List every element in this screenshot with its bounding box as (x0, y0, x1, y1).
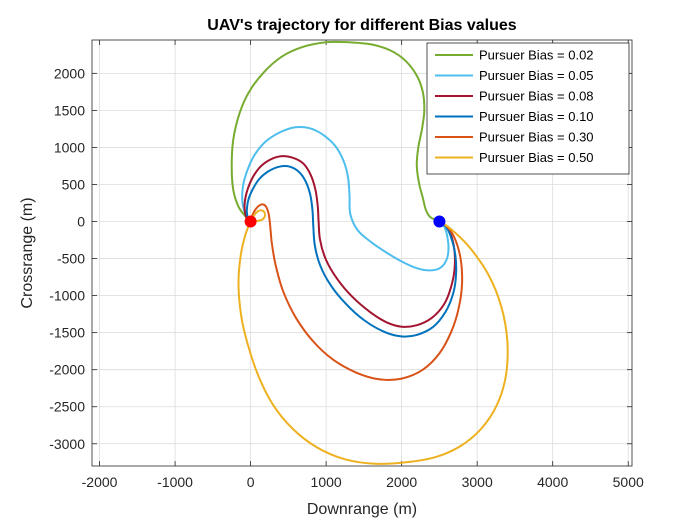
y-tick-label: -1000 (49, 288, 85, 304)
series-line-1 (241, 126, 450, 272)
legend-label-1: Pursuer Bias = 0.05 (479, 68, 594, 83)
series-line-5 (237, 209, 509, 465)
markers-group (244, 215, 446, 228)
y-tick-label: 2000 (54, 65, 85, 81)
x-tick-label: 4000 (537, 474, 568, 490)
y-tick-label: 500 (62, 176, 86, 192)
y-axis-label: Crossrange (m) (19, 197, 36, 308)
legend-label-5: Pursuer Bias = 0.50 (479, 150, 594, 165)
y-tick-label: -1500 (49, 325, 85, 341)
start-point-marker (244, 215, 257, 228)
axes-box (91, 39, 633, 467)
series-line-4 (249, 203, 464, 381)
legend-box (426, 42, 630, 175)
y-tick-label: 1500 (54, 102, 85, 118)
ticks: -2000 -1000 0 1000 2000 3000 4000 5000-3000-250… (49, 40, 644, 490)
y-tick-label: 0 (77, 214, 85, 230)
legend-label-0: Pursuer Bias = 0.02 (479, 48, 594, 63)
y-tick-label: 1000 (54, 139, 85, 155)
x-tick-label: 1000 (311, 474, 342, 490)
x-tick-label: 5000 (613, 474, 644, 490)
y-tick-label: -2000 (49, 362, 85, 378)
y-tick-label: -3000 (49, 436, 85, 452)
x-tick-label: -2000 (82, 474, 118, 490)
series-group (230, 40, 509, 465)
legend: Pursuer Bias = 0.02 Pursuer Bias = 0.05 Pu… (426, 42, 630, 175)
x-tick-label: 0 (247, 474, 255, 490)
legend-label-4: Pursuer Bias = 0.30 (479, 130, 594, 145)
target-point-marker (433, 215, 446, 228)
x-axis-label: Downrange (m) (307, 501, 417, 518)
series-line-2 (243, 155, 456, 328)
legend-label-2: Pursuer Bias = 0.08 (479, 89, 594, 104)
y-tick-label: -2500 (49, 399, 85, 415)
x-tick-label: 3000 (462, 474, 493, 490)
chart-title: UAV's trajectory for different Bias valu… (207, 17, 516, 34)
series-line-3 (245, 165, 458, 338)
legend-label-3: Pursuer Bias = 0.10 (479, 109, 594, 124)
x-tick-label: 2000 (386, 474, 417, 490)
y-tick-label: -500 (57, 251, 85, 267)
x-tick-label: -1000 (157, 474, 193, 490)
series-line-0 (230, 40, 440, 223)
